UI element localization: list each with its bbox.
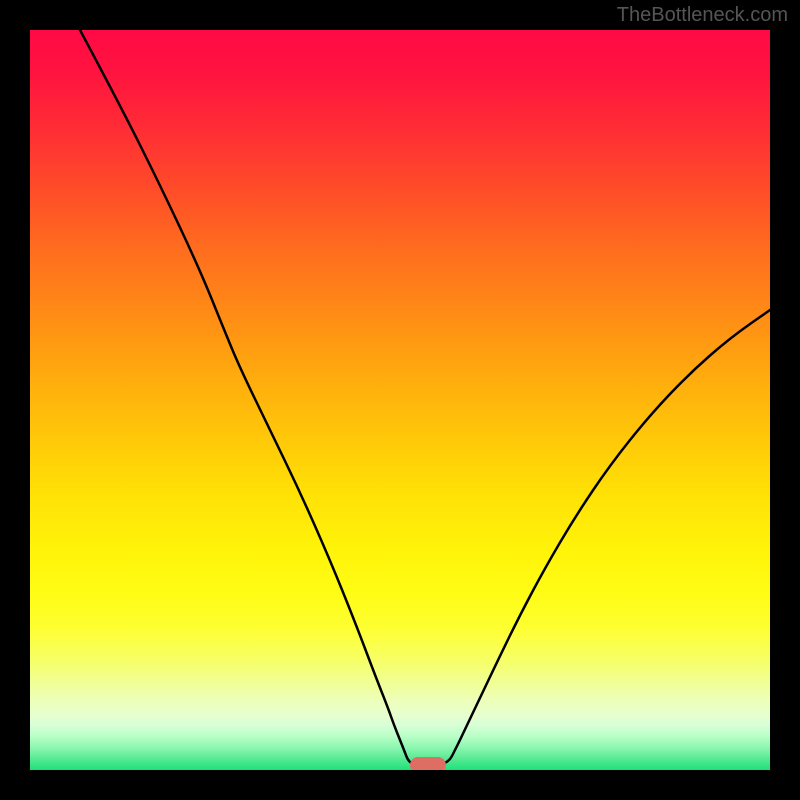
curve-path	[80, 30, 770, 764]
watermark-text: TheBottleneck.com	[617, 4, 788, 27]
plot-area	[30, 30, 770, 770]
bottleneck-curve	[30, 30, 770, 770]
optimal-point-marker	[410, 757, 446, 770]
chart-container: TheBottleneck.com	[0, 0, 800, 800]
